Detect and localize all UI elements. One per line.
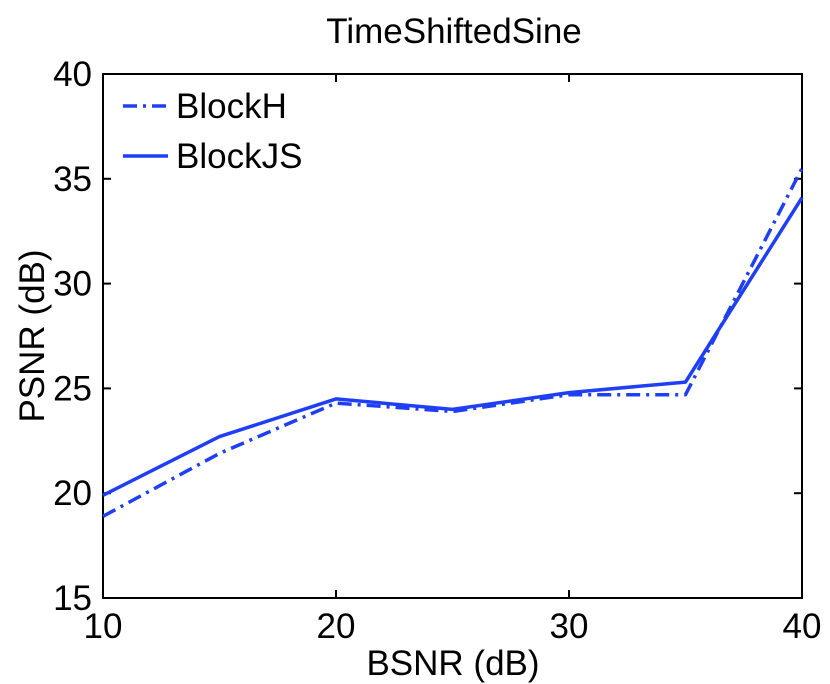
x-axis: 10 20 30 40 bbox=[84, 74, 822, 646]
series-line-blockh bbox=[102, 167, 804, 518]
legend-label-blockh: BlockH bbox=[176, 87, 287, 126]
x-axis-label: BSNR (dB) bbox=[366, 644, 539, 683]
y-axis-label: PSNR (dB) bbox=[13, 249, 52, 422]
y-tick-label: 35 bbox=[53, 160, 92, 199]
y-tick-label: 40 bbox=[53, 55, 92, 94]
y-tick-label: 25 bbox=[53, 369, 92, 408]
x-tick-label: 30 bbox=[550, 607, 589, 646]
series-line-blockjs bbox=[102, 196, 804, 497]
chart-title: TimeShiftedSine bbox=[326, 12, 582, 51]
legend: BlockH BlockJS bbox=[123, 87, 302, 176]
plot-area bbox=[102, 73, 803, 599]
series-lines bbox=[102, 167, 804, 518]
x-tick-label: 20 bbox=[317, 607, 356, 646]
y-tick-label: 15 bbox=[53, 579, 92, 618]
x-tick-label: 10 bbox=[84, 607, 123, 646]
x-tick-label: 40 bbox=[783, 607, 822, 646]
legend-label-blockjs: BlockJS bbox=[176, 137, 302, 176]
y-tick-label: 30 bbox=[53, 265, 92, 304]
y-axis: 15 20 25 30 35 40 bbox=[53, 55, 802, 618]
y-tick-label: 20 bbox=[53, 474, 92, 513]
